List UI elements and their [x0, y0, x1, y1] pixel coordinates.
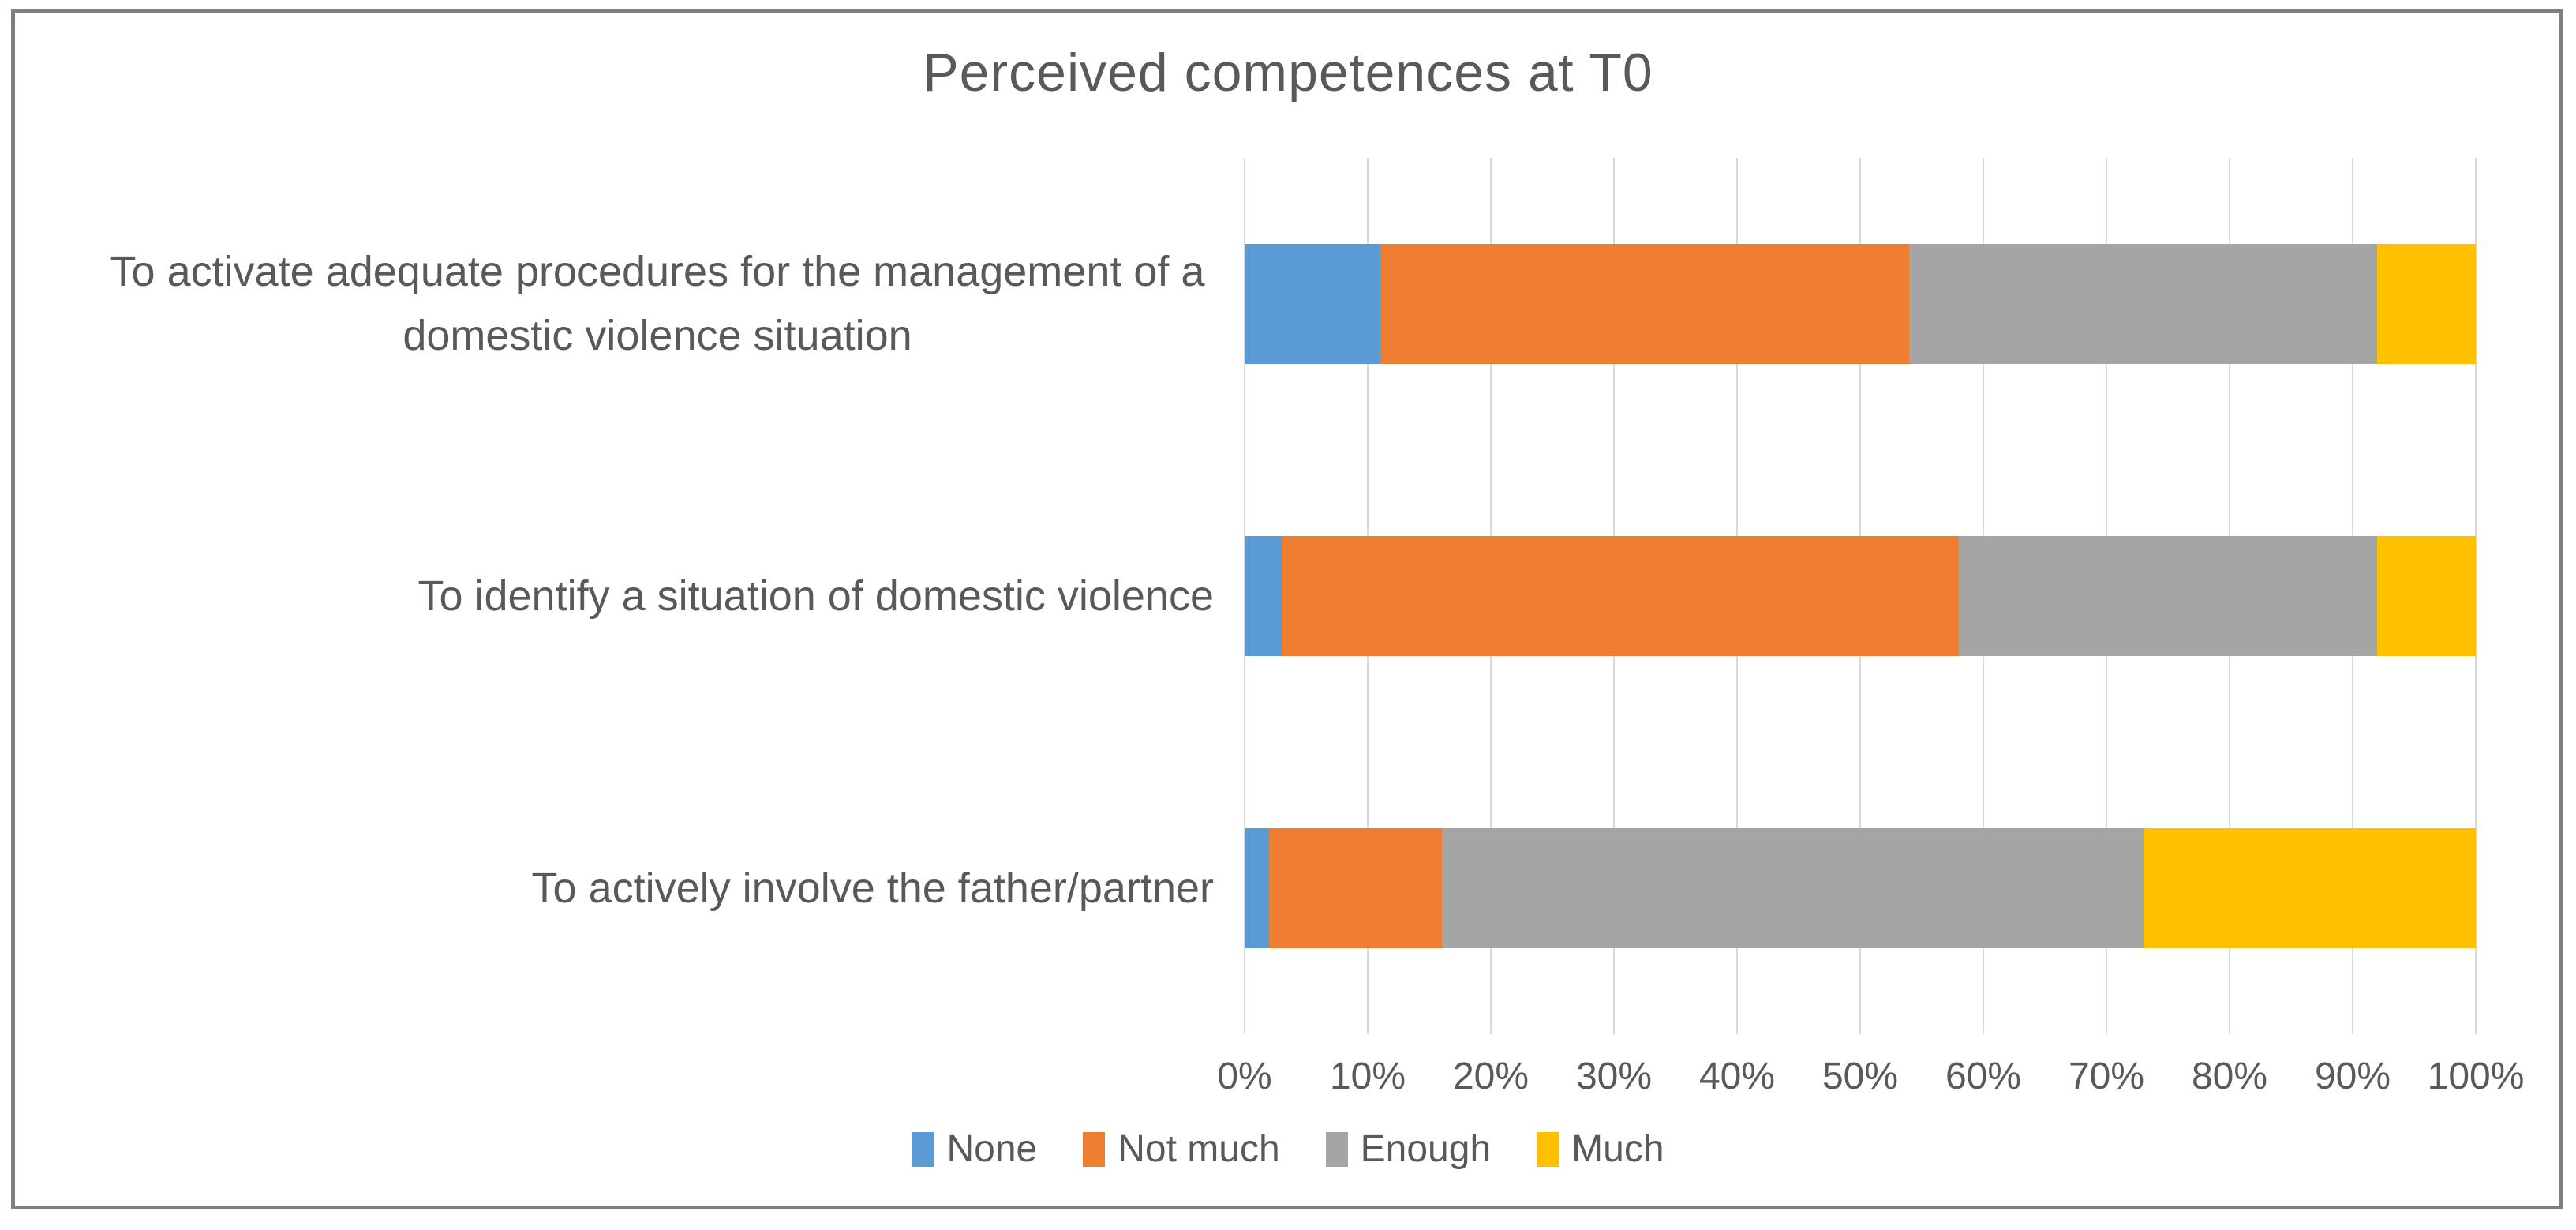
legend-swatch	[1325, 1131, 1348, 1167]
bar-segment-enough	[1958, 536, 2378, 656]
bar-segment-enough	[1441, 828, 2144, 948]
x-axis-tick-label: 70%	[2068, 1056, 2145, 1097]
legend-label: Not much	[1118, 1128, 1280, 1170]
legend-label: None	[946, 1128, 1038, 1170]
gridline	[2475, 158, 2477, 1034]
x-axis-tick-label: 80%	[2191, 1056, 2268, 1097]
bar-track	[1245, 244, 2476, 364]
category-label: To actively involve the father/partner	[531, 864, 1214, 912]
category-label-row: To identify a situation of domestic viol…	[24, 450, 1214, 742]
legend-swatch	[912, 1131, 934, 1167]
legend: None Not much Enough Much	[0, 1127, 2576, 1171]
bar-segment-none	[1245, 244, 1380, 364]
x-axis-tick-label: 60%	[1945, 1056, 2022, 1097]
legend-item-not-much: Not much	[1083, 1127, 1280, 1171]
x-axis-tick-label: 90%	[2314, 1056, 2391, 1097]
legend-label: Enough	[1360, 1128, 1492, 1170]
category-label: To activate adequate procedures for the …	[110, 248, 1205, 359]
legend-item-enough: Enough	[1325, 1127, 1492, 1171]
bar-segment-none	[1245, 828, 1270, 948]
bar-segment-much	[2377, 536, 2476, 656]
bar-segment-not-much	[1281, 536, 1959, 656]
bar-segment-much	[2377, 244, 2476, 364]
category-label-row: To activate adequate procedures for the …	[24, 158, 1214, 450]
bar-segment-none	[1245, 536, 1282, 656]
x-axis: 0% 10% 20% 30% 40% 50% 60% 70% 80% 90% 100%	[0, 1055, 2576, 1102]
legend-label: Much	[1571, 1128, 1664, 1170]
legend-swatch	[1083, 1131, 1106, 1167]
bar-track	[1245, 828, 2476, 948]
x-axis-tick-label: 100%	[2427, 1056, 2525, 1097]
bar-segment-much	[2143, 828, 2476, 948]
bar-segment-not-much	[1269, 828, 1442, 948]
bar-segment-not-much	[1380, 244, 1910, 364]
x-axis-tick-label: 10%	[1329, 1056, 1406, 1097]
x-axis-tick-label: 50%	[1822, 1056, 1899, 1097]
chart-title: Perceived competences at T0	[923, 43, 1653, 103]
category-label-row: To actively involve the father/partner	[24, 742, 1214, 1034]
legend-swatch	[1537, 1131, 1559, 1167]
legend-item-none: None	[912, 1127, 1037, 1171]
x-axis-tick-label: 40%	[1698, 1056, 1776, 1097]
category-label: To identify a situation of domestic viol…	[417, 572, 1214, 620]
legend-item-much: Much	[1537, 1127, 1664, 1171]
bar-segment-enough	[1909, 244, 2378, 364]
x-axis-tick-label: 20%	[1452, 1056, 1530, 1097]
x-axis-tick-label: 0%	[1217, 1056, 1272, 1097]
bar-track	[1245, 536, 2476, 656]
x-axis-tick-label: 30%	[1575, 1056, 1653, 1097]
